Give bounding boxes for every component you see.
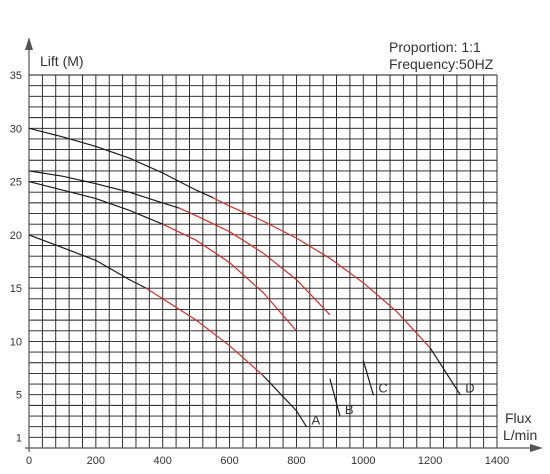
series-A-line-efficient (145, 287, 264, 376)
series-A-line-start (28, 234, 147, 289)
x-tick-label: 600 (220, 455, 238, 467)
y-axis-label: Lift (M) (40, 53, 84, 69)
x-tick-label: 1000 (351, 455, 375, 467)
series-label-A: A (311, 413, 320, 428)
y-tick-label: 5 (16, 390, 22, 402)
series-A: A (28, 234, 320, 428)
x-tick-label: 200 (87, 455, 105, 467)
series-label-B: B (345, 402, 354, 417)
axes (25, 37, 543, 452)
series-B-line-start (28, 181, 163, 225)
y-tick-label: 1 (16, 432, 22, 444)
x-tick-label: 0 (26, 455, 32, 467)
series-D-line-end (429, 347, 461, 396)
y-tick-label: 10 (10, 336, 22, 348)
grid (29, 74, 498, 448)
series-D: D (28, 127, 475, 396)
y-tick-label: 25 (10, 177, 22, 189)
series-B: B (28, 181, 354, 417)
x-axis-label-line-2: L/min (503, 427, 537, 443)
x-tick-label: 800 (287, 455, 305, 467)
x-tick-label: 1400 (485, 455, 509, 467)
series-C-line-efficient (179, 207, 331, 316)
series-B-line-end (329, 378, 341, 417)
x-tick-label: 400 (154, 455, 172, 467)
y-tick-label: 15 (10, 283, 22, 295)
series-D-line-efficient (212, 197, 431, 349)
frequency-annotation: Frequency:50HZ (389, 56, 494, 72)
y-axis-arrow (25, 37, 33, 50)
y-tick-label: 30 (10, 123, 22, 135)
series-label-C: C (378, 381, 387, 396)
series-C-line-start (28, 170, 180, 209)
series-C-line-end (362, 360, 374, 395)
series-A-line-end (262, 375, 308, 428)
proportion-annotation: Proportion: 1:1 (389, 39, 481, 55)
series-D-line-start (28, 127, 214, 199)
series-label-D: D (465, 381, 474, 396)
series-C: C (28, 170, 388, 396)
series-B-line-efficient (162, 223, 297, 332)
series: A B C D (28, 127, 475, 428)
y-tick-label: 35 (10, 70, 22, 82)
x-axis-label-line-1: Flux (505, 410, 531, 426)
x-tick-label: 1200 (418, 455, 442, 467)
y-tick-label: 20 (10, 230, 22, 242)
x-axis-arrow (530, 444, 543, 452)
